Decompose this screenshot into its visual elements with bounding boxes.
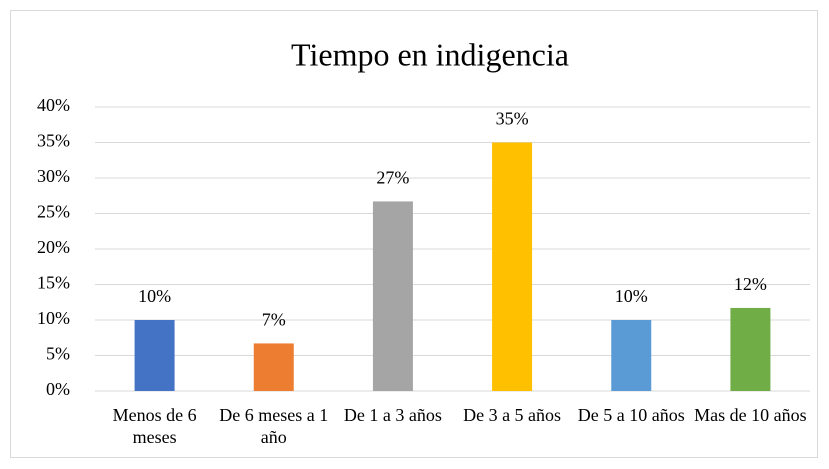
data-label: 10% <box>138 286 171 306</box>
chart-title: Tiempo en indigencia <box>291 36 569 72</box>
bar <box>611 320 652 391</box>
x-tick-label: De 3 a 5 años <box>463 405 562 425</box>
y-tick-label: 40% <box>37 95 70 115</box>
y-tick-label: 35% <box>37 131 70 151</box>
y-tick-label: 5% <box>46 344 70 364</box>
data-label: 10% <box>615 286 648 306</box>
bar <box>372 201 413 391</box>
x-tick-label: Mas de 10 años <box>694 405 807 425</box>
x-tick-label: De 6 meses a 1 año <box>219 405 329 447</box>
y-tick-label: 25% <box>37 202 70 222</box>
y-tick-label: 15% <box>37 273 70 293</box>
data-label: 27% <box>376 168 409 188</box>
y-tick-label: 20% <box>37 237 70 257</box>
y-tick-label: 10% <box>37 308 70 328</box>
bar <box>134 320 175 391</box>
bar <box>253 343 294 391</box>
y-tick-label: 30% <box>37 166 70 186</box>
chart-frame <box>10 10 818 458</box>
x-tick-label: De 1 a 3 años <box>343 405 442 425</box>
x-tick-label: Menos de 6 meses <box>112 405 197 447</box>
x-tick-label: De 5 a 10 años <box>577 405 685 425</box>
bar <box>730 307 771 391</box>
data-label: 35% <box>496 109 529 129</box>
y-tick-label: 0% <box>46 379 70 399</box>
data-label: 12% <box>734 274 767 294</box>
data-label: 7% <box>262 310 286 330</box>
bar <box>492 142 533 391</box>
